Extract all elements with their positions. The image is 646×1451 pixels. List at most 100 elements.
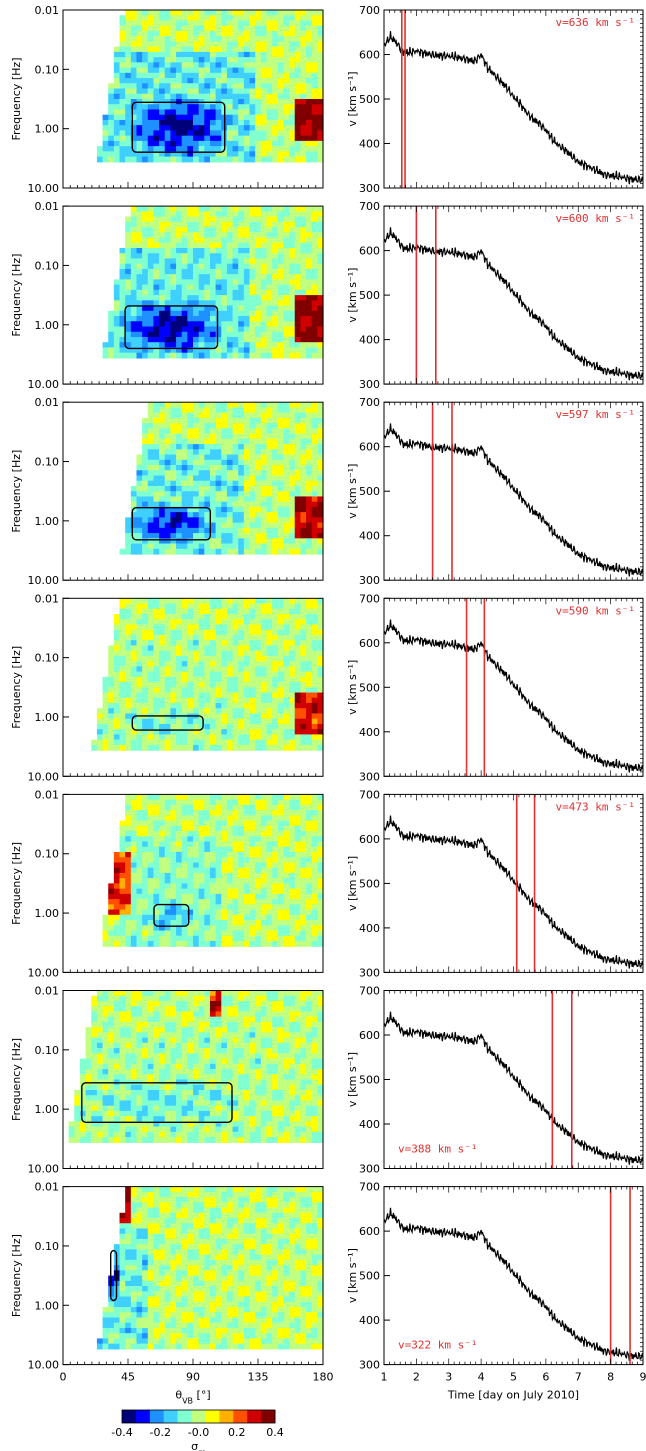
spectrogram-cell [221, 454, 228, 461]
spectrogram-cell [300, 151, 307, 158]
spectrogram-cell [130, 316, 138, 322]
spectrogram-cell [249, 846, 256, 853]
spectrogram-cell [300, 799, 307, 806]
spectrogram-cell [125, 347, 132, 354]
spectrogram-cell [159, 268, 166, 275]
spectrogram-cell [164, 851, 171, 858]
spectrogram-cell [198, 517, 205, 524]
spectrogram-cell [238, 268, 245, 275]
spectrogram-cell [311, 151, 318, 158]
spectrogram-cell [142, 342, 149, 349]
spectrogram-cell [209, 603, 217, 610]
spectrogram-cell [136, 305, 143, 312]
spectrogram-cell [260, 310, 268, 317]
spectrogram-cell [187, 723, 194, 730]
spectrogram-cell [311, 227, 318, 233]
spectrogram-cell [119, 156, 126, 163]
spectrogram-cell [187, 598, 194, 605]
spectrogram-cell [187, 810, 194, 816]
spectrogram-cell [198, 527, 205, 534]
spectrogram-cell [249, 30, 256, 37]
spectrogram-cell [153, 608, 160, 615]
spectrogram-cell [277, 253, 285, 260]
spectrogram-cell [204, 708, 211, 715]
spectrogram-cell [198, 485, 205, 492]
spectrogram-cell [159, 454, 166, 461]
spectrogram-cell [164, 423, 171, 429]
spectrogram-cell [260, 36, 268, 43]
spectrogram-cell [130, 729, 138, 736]
spectrogram-cell [277, 104, 285, 111]
spectrogram-cell [300, 533, 307, 539]
spectrogram-cell [255, 433, 262, 440]
spectrogram-cell [209, 15, 217, 22]
spectrogram-cell [147, 25, 155, 32]
spectrogram-cell [289, 41, 296, 48]
spectrogram-cell [209, 88, 217, 95]
spectrogram-cell [300, 739, 307, 746]
spectrogram-cell [153, 51, 160, 58]
spectrogram-cell [113, 135, 121, 142]
spectrogram-cell [238, 543, 245, 550]
spectrogram-cell [181, 15, 188, 22]
spectrogram-cell [221, 232, 228, 239]
spectrogram-cell [209, 815, 217, 822]
spectrogram-cell [221, 543, 228, 550]
spectrogram-cell [226, 666, 234, 673]
spectrogram-cell [300, 237, 307, 244]
spectrogram-cell [181, 119, 188, 126]
spectrogram-cell [204, 496, 211, 503]
spectrogram-cell [204, 211, 211, 218]
spectrogram-cell [153, 454, 160, 461]
spectrogram-cell [300, 51, 307, 58]
spectrogram-cell [306, 62, 313, 69]
spectrogram-cell [272, 465, 279, 471]
spectrogram-cell [289, 465, 296, 471]
spectrogram-cell [311, 20, 318, 27]
spectrogram-cell [232, 629, 239, 636]
spectrogram-cell [159, 734, 166, 741]
spectrogram-cell [266, 459, 273, 466]
spectrogram-cell [317, 682, 324, 688]
spectrogram-cell [243, 517, 251, 524]
spectrogram-cell [147, 851, 155, 858]
spectrogram-cell [209, 867, 217, 874]
spectrogram-cell [193, 57, 200, 63]
spectrogram-cell [221, 438, 228, 445]
spectrogram-cell [193, 661, 200, 667]
spectrogram-cell [311, 263, 318, 270]
spectrogram-cell [266, 25, 273, 32]
spectrogram-cell [209, 258, 217, 265]
spectrogram-cell [164, 799, 171, 806]
spectrogram-cell [209, 846, 217, 853]
spectrogram-cell [193, 501, 200, 508]
spectrogram-cell [283, 310, 290, 317]
spectrogram-cell [283, 517, 290, 524]
spectrogram-cell [255, 156, 262, 163]
spectrogram-cell [300, 603, 307, 610]
spectrogram-cell [317, 347, 324, 354]
spectrogram-cell [181, 10, 188, 16]
spectrogram-cell [311, 417, 318, 424]
spectrogram-cell [147, 485, 155, 492]
spectrogram-cell [260, 512, 268, 518]
spectrogram-cell [255, 815, 262, 822]
spectrogram-cell [181, 347, 188, 354]
spectrogram-cell [300, 454, 307, 461]
spectrogram-cell [153, 820, 160, 827]
spectrogram-cell [221, 708, 228, 715]
spectrogram-cell [147, 723, 155, 730]
spectrogram-cell [255, 30, 262, 37]
spectrogram-cell [164, 135, 171, 142]
spectrogram-cell [260, 227, 268, 233]
spectrogram-cell [153, 548, 160, 555]
spectrogram-cell [187, 491, 194, 498]
spectrogram-cell [238, 449, 245, 456]
spectrogram-cell [187, 444, 194, 450]
spectrogram-cell [193, 522, 200, 529]
spectrogram-cell [255, 794, 262, 801]
spectrogram-cell [181, 135, 188, 142]
spectrogram-cell [226, 67, 234, 74]
spectrogram-cell [170, 300, 177, 307]
spectrogram-cell [170, 522, 177, 529]
